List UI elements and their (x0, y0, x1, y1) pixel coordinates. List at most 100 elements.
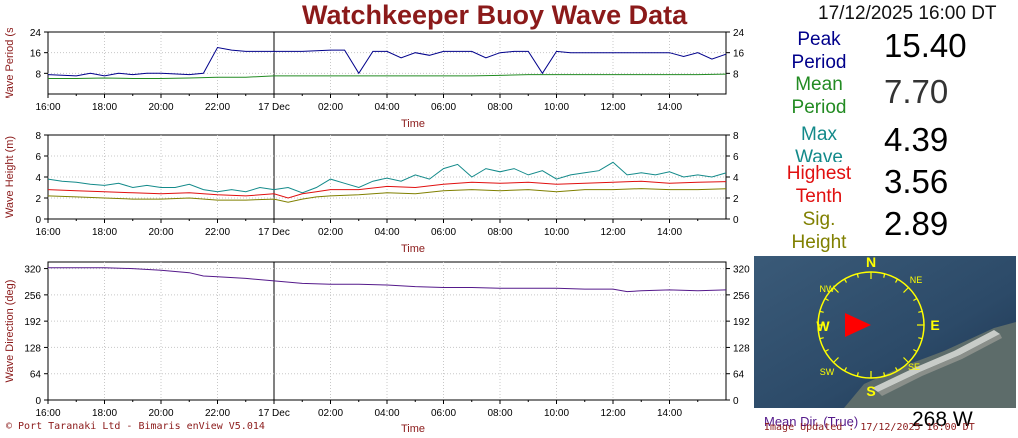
x-tick-label: 18:00 (92, 102, 117, 113)
compass-w: W (816, 318, 830, 334)
compass-tick (819, 337, 824, 340)
y-tick-label-left: 0 (35, 396, 41, 407)
x-tick-label: 02:00 (318, 408, 343, 419)
y-tick-label-right: 2 (733, 194, 739, 205)
x-tick-label: 10:00 (544, 227, 569, 238)
compass-se: SE (908, 362, 920, 372)
compass-tick (883, 273, 886, 278)
y-title-group: Wave Height (m) (4, 136, 16, 218)
x-tick-label: 20:00 (148, 102, 173, 113)
max-wave-value: 4.39 (884, 121, 949, 158)
peak-period-label-2: Period (791, 52, 847, 73)
compass-s: S (866, 383, 875, 399)
y-tick-label-right: 320 (733, 265, 750, 276)
chart-panel-2: 8 86 64 42 20 016:00 18:00 20:00 22:00 17 Dec 02:0… (4, 131, 739, 255)
x-tick-label: 04:00 (374, 227, 399, 238)
y-tick-label-right: 4 (733, 173, 739, 184)
y-tick-label-left: 8 (35, 69, 41, 80)
y-tick-label-left: 0 (35, 215, 41, 226)
x-tick-label: 17 Dec (258, 408, 290, 419)
max-wave-label-clip: Max Wave (754, 122, 884, 162)
compass-n: N (866, 256, 876, 270)
footer-updated: Image Updated : 17/12/2025 16:00 DT (764, 422, 975, 433)
x-tick-label: 04:00 (374, 408, 399, 419)
x-tick-label: 22:00 (205, 408, 230, 419)
y-axis-title: Wave Direction (deg) (4, 280, 16, 383)
y-tick-label-left: 256 (24, 291, 41, 302)
page-title: Watchkeeper Buoy Wave Data (302, 0, 688, 30)
series-line-1 (47, 46, 727, 77)
compass-sw: SW (820, 367, 835, 377)
x-tick-label: 14:00 (657, 408, 682, 419)
compass-tick (856, 372, 859, 377)
x-tick-label: 12:00 (600, 227, 625, 238)
series-line-3 (47, 188, 727, 203)
compass-breakwater (872, 330, 1000, 392)
x-tick-label: 16:00 (35, 102, 60, 113)
series-line-2 (48, 73, 727, 79)
compass-ne: NE (910, 275, 923, 285)
y-tick-label-right: 0 (733, 215, 739, 226)
y-tick-label-left: 64 (30, 370, 42, 381)
series-line-1 (47, 161, 727, 194)
x-tick-label: 16:00 (35, 408, 60, 419)
x-tick-label: 22:00 (205, 227, 230, 238)
chart-panel-1: 24 24 16 16 8 8 16:00 18:00 20:00 22:00 17 Dec 02:0… (4, 24, 745, 130)
x-tick-label: 20:00 (148, 408, 173, 419)
y-axis-title: Wave Period (s) (4, 24, 16, 102)
compass-tick (918, 310, 923, 313)
compass-tick (833, 287, 839, 293)
y-tick-label-left: 320 (24, 265, 41, 276)
footer-copyright: © Port Taranaki Ltd - Bimaris enView V5.… (6, 421, 265, 432)
x-axis-title: Time (401, 423, 425, 435)
x-tick-label: 08:00 (487, 408, 512, 419)
compass-tick (856, 273, 859, 278)
y-tick-label-right: 128 (733, 343, 750, 354)
mean-dir-clip: Mean Dir. (True) 268 W Image Updated : 1… (756, 410, 1018, 438)
series-line-2 (47, 180, 727, 199)
compass-tick (824, 348, 829, 353)
max-wave-label-2: Wave (795, 147, 843, 162)
compass-nw: NW (820, 284, 835, 294)
x-tick-label: 12:00 (600, 408, 625, 419)
compass-tick (883, 372, 886, 377)
mean-period-value: 7.70 (884, 73, 949, 110)
highest-tenth-label-2: Tenth (795, 186, 843, 207)
y-tick-label-left: 24 (30, 28, 42, 39)
peak-period-value: 15.40 (884, 27, 967, 64)
x-tick-label: 20:00 (148, 227, 173, 238)
y-title-group: Wave Direction (deg) (4, 280, 16, 383)
compass-tick (819, 310, 824, 313)
x-axis-title: Time (401, 243, 425, 255)
y-tick-label-left: 192 (24, 317, 41, 328)
compass-direction-arrow (845, 313, 871, 337)
highest-tenth-value: 3.56 (884, 163, 949, 200)
series-line-1 (48, 267, 727, 293)
compass-tick (918, 337, 923, 340)
y-tick-label-right: 24 (733, 28, 745, 39)
x-tick-label: 06:00 (431, 227, 456, 238)
x-tick-label: 22:00 (205, 102, 230, 113)
mean-dir-value: 268 W (912, 410, 973, 431)
y-tick-label-left: 128 (24, 343, 41, 354)
x-tick-label: 04:00 (374, 102, 399, 113)
y-tick-label-left: 2 (35, 194, 41, 205)
x-tick-label: 18:00 (92, 227, 117, 238)
compass-tick (843, 367, 848, 372)
mean-dir-label: Mean Dir. (True) (764, 414, 859, 429)
peak-period-label-1: Peak (797, 29, 841, 50)
compass-ticks (818, 272, 924, 378)
y-tick-label-left: 4 (35, 173, 41, 184)
y-title-group: Wave Period (s) (4, 24, 16, 102)
compass-e: E (930, 317, 939, 333)
highest-tenth-label-1: Highest (786, 163, 852, 184)
x-tick-label: 17 Dec (258, 227, 290, 238)
y-tick-label-right: 6 (733, 152, 739, 163)
y-tick-label-right: 192 (733, 317, 750, 328)
compass-tick (894, 278, 899, 283)
x-axis-title: Time (401, 118, 425, 130)
x-tick-label: 08:00 (487, 227, 512, 238)
